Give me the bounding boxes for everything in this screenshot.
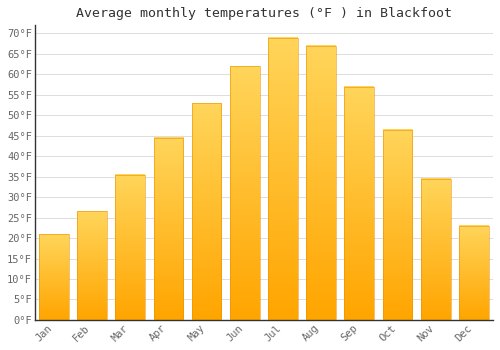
Bar	[77, 211, 107, 320]
Bar	[382, 130, 412, 320]
Bar	[421, 179, 450, 320]
Bar	[154, 138, 184, 320]
Bar	[306, 46, 336, 320]
Title: Average monthly temperatures (°F ) in Blackfoot: Average monthly temperatures (°F ) in Bl…	[76, 7, 452, 20]
Bar	[268, 37, 298, 320]
Bar	[344, 87, 374, 320]
Bar	[192, 103, 222, 320]
Bar	[116, 175, 145, 320]
Bar	[230, 66, 260, 320]
Bar	[459, 226, 489, 320]
Bar	[39, 234, 68, 320]
